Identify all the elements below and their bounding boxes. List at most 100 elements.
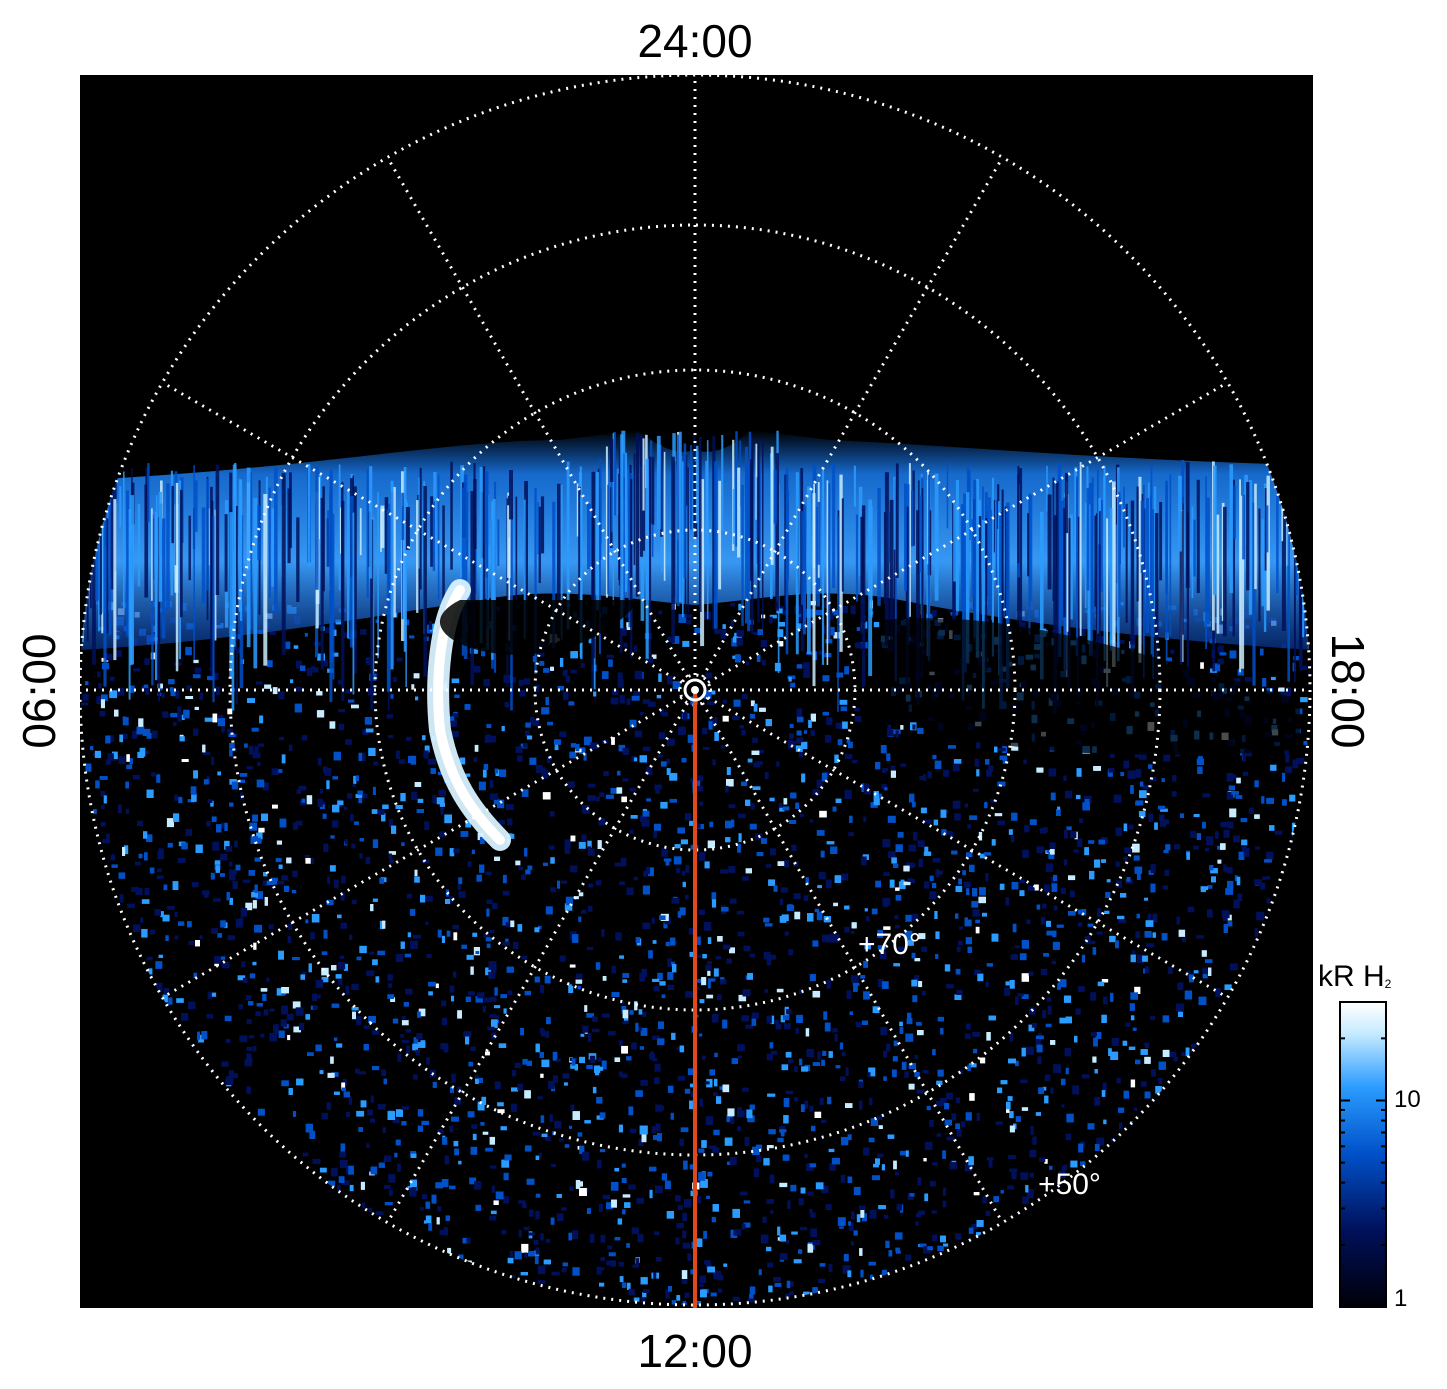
noise-pixel xyxy=(766,1053,773,1061)
band-striation xyxy=(1070,514,1073,620)
band-striation xyxy=(1179,511,1183,666)
noise-pixel xyxy=(964,1033,971,1039)
noise-pixel xyxy=(422,735,426,741)
noise-pixel xyxy=(224,840,230,850)
noise-pixel xyxy=(1094,1069,1098,1074)
noise-pixel xyxy=(1285,754,1290,763)
noise-pixel xyxy=(895,925,901,929)
noise-pixel xyxy=(714,1052,718,1058)
noise-pixel xyxy=(1070,1160,1078,1168)
noise-pixel xyxy=(937,1069,944,1077)
noise-pixel xyxy=(1107,769,1113,777)
noise-pixel xyxy=(1110,1051,1119,1060)
noise-pixel xyxy=(828,1148,835,1153)
noise-pixel xyxy=(760,1234,769,1244)
noise-pixel xyxy=(417,1125,423,1132)
noise-pixel xyxy=(892,1056,898,1062)
noise-pixel xyxy=(897,831,904,838)
band-striation xyxy=(1196,479,1200,594)
noise-pixel xyxy=(266,977,270,982)
noise-pixel xyxy=(600,1257,605,1261)
noise-pixel xyxy=(246,1019,252,1024)
band-striation xyxy=(953,502,957,582)
noise-pixel xyxy=(834,754,839,763)
noise-pixel xyxy=(1229,650,1237,659)
noise-pixel xyxy=(526,1060,533,1067)
band-striation xyxy=(749,459,754,581)
noise-pixel xyxy=(777,1226,781,1236)
band-striation xyxy=(274,467,278,613)
noise-pixel xyxy=(588,783,596,788)
noise-pixel xyxy=(89,746,94,751)
noise-pixel xyxy=(304,855,310,861)
noise-pixel xyxy=(514,1251,522,1260)
band-striation xyxy=(224,514,228,592)
noise-pixel xyxy=(832,1028,838,1033)
noise-pixel xyxy=(653,986,660,992)
noise-pixel xyxy=(974,758,980,767)
noise-pixel xyxy=(1113,794,1122,803)
noise-pixel xyxy=(413,1074,418,1080)
noise-pixel xyxy=(564,1082,568,1086)
noise-pixel xyxy=(459,757,466,765)
noise-pixel xyxy=(1081,909,1087,916)
noise-pixel xyxy=(686,619,692,625)
noise-pixel xyxy=(906,1018,913,1025)
noise-pixel xyxy=(504,702,509,708)
band-striation xyxy=(990,509,993,620)
noise-pixel xyxy=(927,1246,933,1251)
noise-pixel xyxy=(677,827,685,834)
band-striation xyxy=(893,476,896,550)
noise-pixel xyxy=(796,708,803,718)
noise-pixel xyxy=(1046,930,1054,936)
noise-pixel xyxy=(667,958,672,968)
band-striation xyxy=(687,467,689,613)
noise-pixel xyxy=(415,696,419,701)
noise-pixel xyxy=(1185,1047,1190,1057)
noise-pixel xyxy=(917,1210,925,1215)
noise-pixel xyxy=(776,608,783,614)
noise-pixel xyxy=(787,1200,791,1209)
noise-pixel xyxy=(462,1237,471,1244)
noise-pixel xyxy=(737,1044,745,1052)
noise-pixel xyxy=(758,1269,762,1276)
noise-pixel xyxy=(537,1096,543,1100)
noise-pixel xyxy=(1096,1137,1105,1146)
noise-pixel xyxy=(1021,973,1029,982)
noise-pixel xyxy=(475,1078,479,1084)
noise-pixel xyxy=(338,723,345,731)
noise-pixel xyxy=(942,1200,947,1208)
noise-pixel xyxy=(258,743,264,747)
noise-pixel xyxy=(498,820,505,825)
noise-pixel xyxy=(377,1104,386,1110)
noise-pixel xyxy=(370,1095,374,1103)
noise-pixel xyxy=(905,1254,912,1261)
noise-pixel xyxy=(298,785,307,791)
noise-pixel xyxy=(931,1210,937,1214)
noise-pixel xyxy=(1255,846,1260,850)
noise-pixel xyxy=(522,1203,527,1209)
band-striation xyxy=(419,467,422,590)
noise-pixel xyxy=(263,872,268,877)
noise-pixel xyxy=(924,1141,933,1150)
noise-pixel xyxy=(629,1010,634,1015)
noise-pixel xyxy=(955,1097,960,1104)
band-striation xyxy=(1099,511,1101,649)
noise-pixel xyxy=(822,1050,827,1056)
noise-pixel xyxy=(778,641,784,647)
noise-pixel xyxy=(983,852,991,856)
noise-pixel xyxy=(1092,1056,1097,1063)
band-striation xyxy=(821,468,825,665)
noise-pixel xyxy=(929,891,937,900)
noise-pixel xyxy=(1110,992,1114,1002)
noise-pixel xyxy=(388,1174,396,1183)
band-striation xyxy=(1123,486,1125,548)
band-striation xyxy=(1246,482,1250,591)
noise-pixel xyxy=(973,1192,980,1196)
noise-pixel xyxy=(619,694,625,704)
noise-pixel xyxy=(932,1049,936,1056)
noise-pixel xyxy=(720,869,729,874)
noise-pixel xyxy=(991,839,996,846)
noise-pixel xyxy=(347,793,353,799)
noise-pixel xyxy=(343,963,348,971)
